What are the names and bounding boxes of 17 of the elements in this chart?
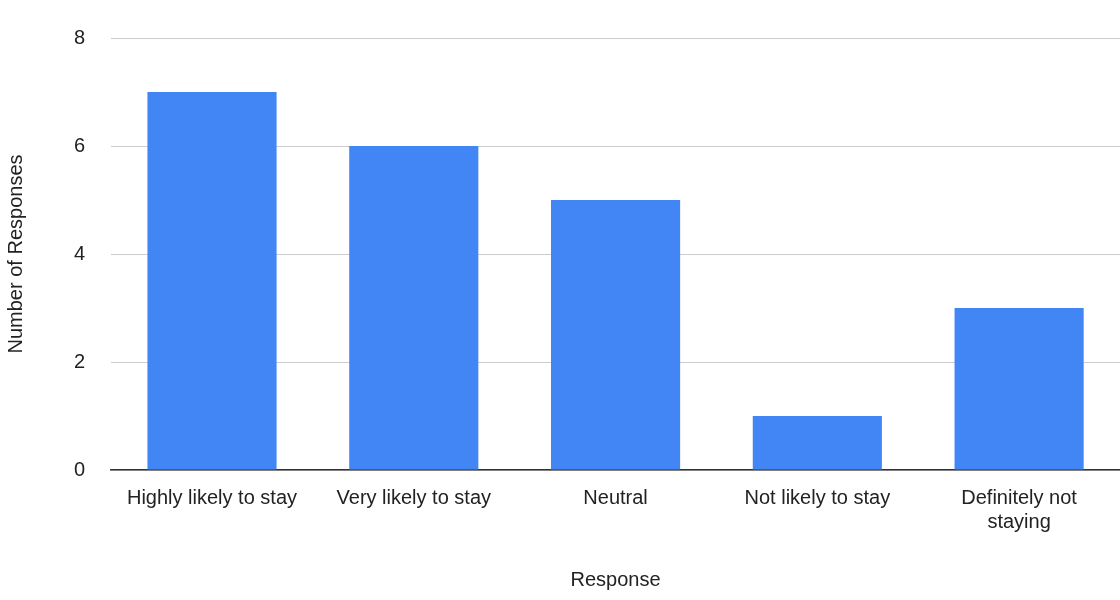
y-tick-label: 0 (74, 457, 86, 480)
x-axis-title: Response (570, 567, 661, 590)
x-tick-label: Very likely to stay (336, 485, 492, 508)
bar (147, 92, 277, 470)
y-tick-label: 8 (74, 25, 86, 48)
bar (752, 416, 882, 470)
y-tick-label: 4 (74, 241, 86, 264)
x-tick-label: Neutral (583, 485, 648, 508)
y-axis-title: Number of Responses (3, 154, 26, 354)
bar (550, 200, 681, 470)
bar (954, 308, 1084, 470)
x-tick-label: Not likely to stay (744, 485, 891, 508)
x-tick-label: Definitely not staying (961, 485, 1078, 532)
bar (349, 146, 479, 470)
x-tick-label: Highly likely to stay (126, 485, 298, 508)
y-tick-label: 2 (74, 349, 86, 372)
y-tick-label: 6 (74, 133, 86, 156)
